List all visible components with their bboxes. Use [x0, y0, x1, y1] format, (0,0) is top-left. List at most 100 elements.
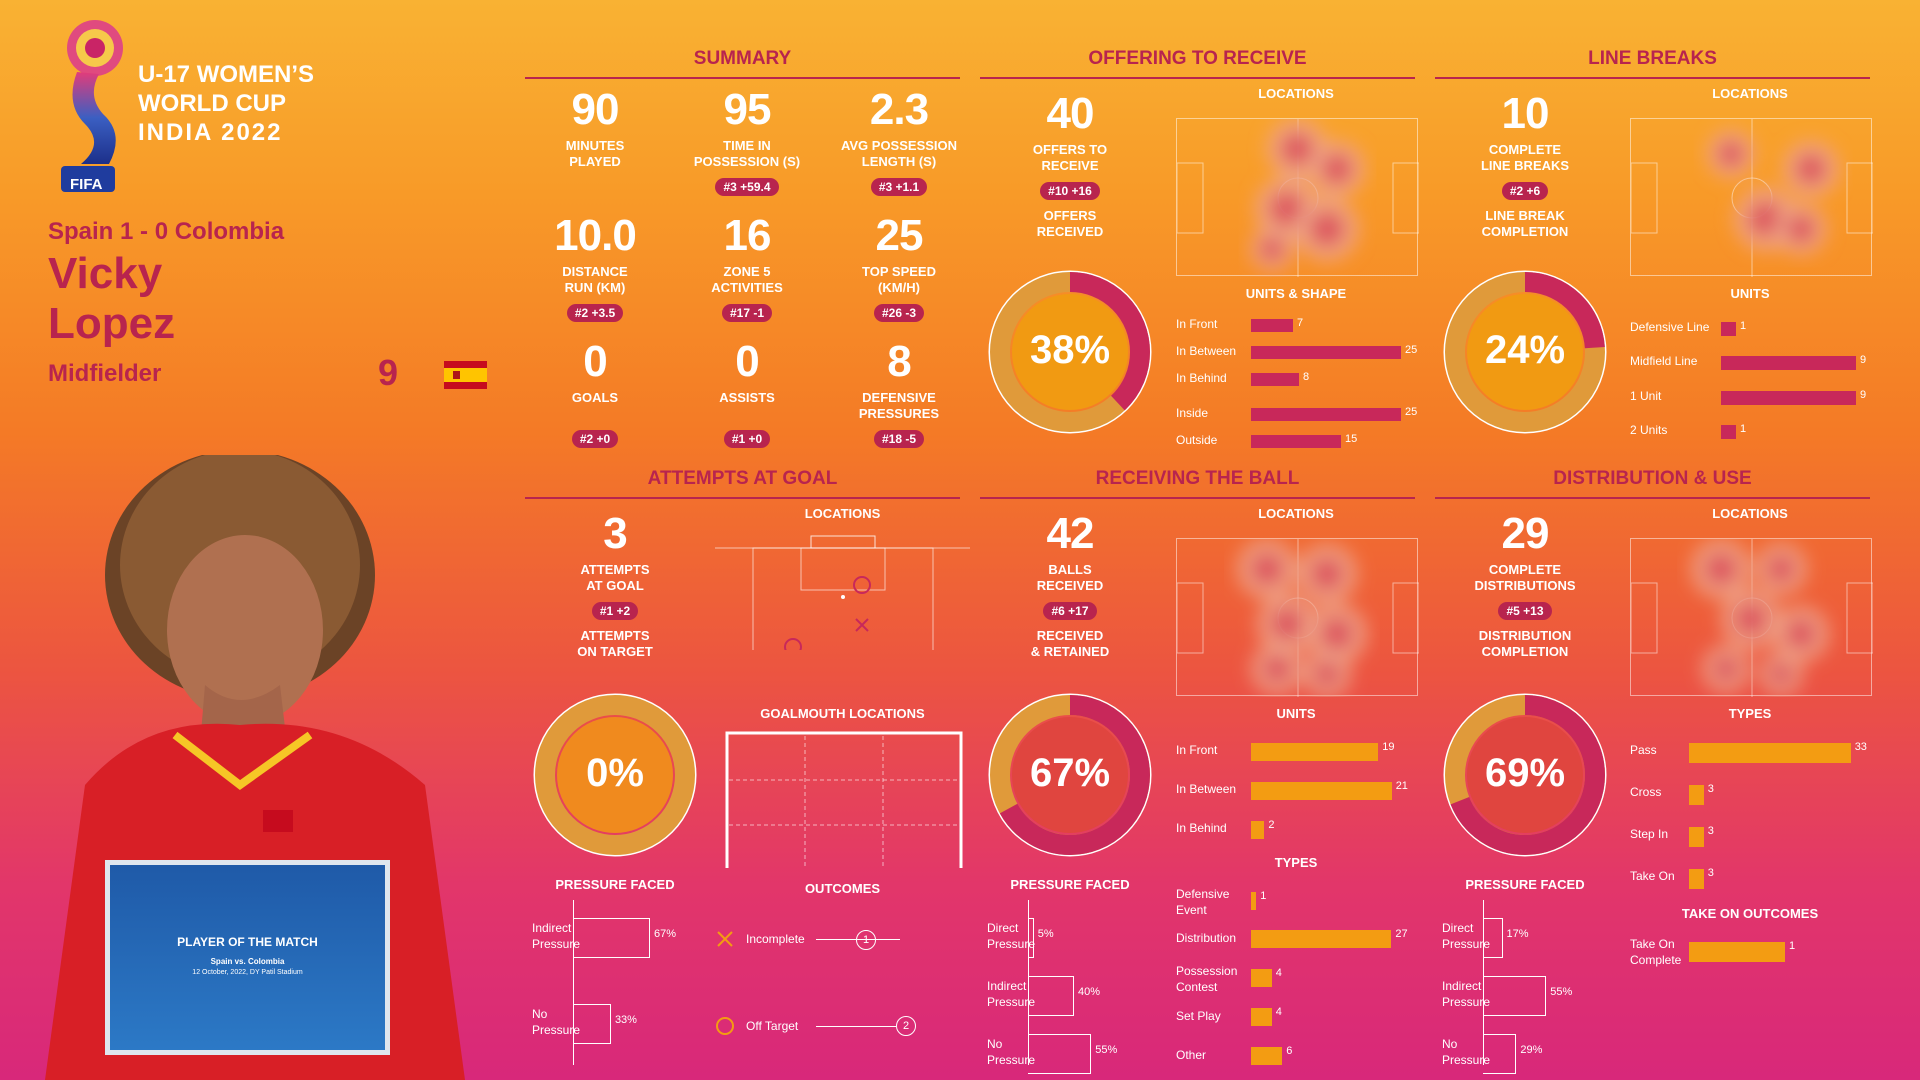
bar-value: 6: [1286, 1045, 1293, 1057]
distribution-types-title: TYPES: [1728, 706, 1772, 721]
pressure-row: Direct Pressure 17%: [1442, 918, 1625, 958]
bar-label: 1 Unit: [1630, 389, 1662, 403]
summary-stat-value: 0: [583, 337, 607, 386]
linebreaks-bar-chart: Defensive Line 1 Midfield Line 9 1 Unit 9 2 Un…: [1630, 312, 1880, 452]
pressure-row: Direct Pressure 5%: [987, 918, 1170, 958]
summary-stat-label1: TOP SPEED: [862, 264, 936, 279]
pressure-label1: No: [532, 1007, 548, 1021]
bar: [1251, 782, 1392, 800]
bar-label-line2: Contest: [1176, 980, 1218, 994]
card-subtitle: Spain vs. Colombia: [210, 957, 285, 966]
receiving-sub2: & RETAINED: [1030, 644, 1110, 659]
distribution-label2: DISTRIBUTIONS: [1474, 578, 1576, 593]
bar: [1251, 408, 1401, 421]
pressure-label2: Pressure: [987, 937, 1036, 951]
offering-units-title: UNITS & SHAPE: [1245, 286, 1347, 301]
attempts-label1: ATTEMPTS: [580, 562, 650, 577]
bar-row: Take On Complete 1: [1630, 937, 1880, 972]
summary-stat-label1: DISTANCE: [562, 264, 628, 279]
distribution-divider: [1435, 497, 1870, 499]
receiving-types-chart: Defensive Event 1 Distribution 27 Possession C…: [1176, 882, 1426, 1072]
summary-stat: 95 TIME IN POSSESSION (s) #3 +59.4: [677, 88, 817, 196]
distribution-rank: #5 +13: [1498, 602, 1552, 620]
receiving-divider: [980, 497, 1415, 499]
summary-stat-value: 8: [887, 337, 911, 386]
outcomes-chart: Incomplete 1 Off Target 2: [716, 930, 931, 1050]
bar-label: Defensive Line: [1630, 320, 1710, 334]
summary-stat-value: 2.3: [869, 85, 929, 134]
bar-value: 33: [1854, 741, 1867, 753]
summary-stat-label1: TIME IN: [723, 138, 771, 153]
bar-value: 25: [1405, 406, 1418, 418]
bar-value: 9: [1860, 354, 1867, 366]
bar-label: In Front: [1176, 317, 1218, 331]
bar-label: Pass: [1630, 743, 1657, 757]
shot-marker-incomplete: [855, 618, 869, 632]
card-title: PLAYER OF THE MATCH: [177, 935, 318, 949]
linebreaks-value: 10: [1501, 89, 1550, 138]
bar-value: 9: [1860, 389, 1867, 401]
summary-stat-rank: #2 +3.5: [566, 304, 624, 322]
bar-row: Step In 3: [1630, 825, 1880, 857]
receiving-label1: BALLS: [1048, 562, 1092, 577]
receiving-pressure-title: PRESSURE FACED: [1010, 877, 1130, 892]
offering-label2: RECEIVE: [1041, 158, 1099, 173]
pressure-label1: Indirect: [532, 921, 572, 935]
outcome-count-off-target: 2: [896, 1016, 916, 1036]
bar-row: Pass 33: [1630, 741, 1880, 773]
bar-row: In Behind 8: [1176, 371, 1426, 401]
bar-label-line1: Take On: [1630, 937, 1675, 951]
pressure-box: [1483, 976, 1547, 1016]
bar-value: 25: [1405, 344, 1418, 356]
bar-row: Inside 25: [1176, 406, 1426, 436]
summary-stat-value: 25: [875, 211, 924, 260]
summary-stat-rank: #3 +59.4: [715, 178, 779, 196]
summary-stat: 0 ASSISTS #1 +0: [677, 340, 817, 448]
bar-label: Take On: [1630, 869, 1675, 883]
bar: [1721, 425, 1736, 439]
offering-sub2: RECEIVED: [1036, 224, 1104, 239]
attempts-value: 3: [603, 509, 627, 558]
bar-label: In Between: [1176, 782, 1237, 796]
summary-title: SUMMARY: [693, 48, 792, 69]
pressure-label1: No: [987, 1037, 1003, 1051]
distribution-label1: COMPLETE: [1488, 562, 1562, 577]
bar-label-line1: Set Play: [1176, 1009, 1221, 1023]
goalmouth-map: [725, 731, 963, 868]
bar-value: 7: [1297, 317, 1304, 329]
summary-stat: 2.3 AVG POSSESSION LENGTH (s) #3 +1.1: [829, 88, 969, 196]
distribution-pressure-title: PRESSURE FACED: [1465, 877, 1585, 892]
card-date: 12 October, 2022, DY Patil Stadium: [192, 969, 303, 976]
match-result: Spain 1 - 0 Colombia: [48, 218, 285, 245]
pressure-label1: Direct: [1442, 921, 1474, 935]
receiving-label2: RECEIVED: [1036, 578, 1104, 593]
pressure-label2: Pressure: [1442, 995, 1491, 1009]
bar-label: Cross: [1630, 785, 1662, 799]
linebreaks-sub2: COMPLETION: [1481, 224, 1569, 239]
player-of-match-card: PLAYER OF THE MATCH Spain vs. Colombia 1…: [105, 860, 390, 1055]
distribution-types-chart: Pass 33 Cross 3 Step In 3 Take On 3: [1630, 738, 1880, 898]
pressure-box: [573, 918, 651, 958]
linebreaks-heatmap: [1630, 118, 1873, 277]
distribution-sub2: COMPLETION: [1481, 644, 1569, 659]
pressure-label2: Pressure: [1442, 937, 1491, 951]
bar-row: Defensive Line 1: [1630, 320, 1880, 350]
summary-stat-rank: #18 -5: [873, 430, 925, 448]
summary-stat-label2: RUN (KM): [564, 280, 626, 295]
offering-title: OFFERING TO RECEIVE: [1088, 48, 1307, 69]
attempts-pressure-title: PRESSURE FACED: [555, 877, 675, 892]
bar-label: In Behind: [1176, 821, 1227, 835]
linebreaks-rank: #2 +6: [1501, 182, 1549, 200]
bar-label: Midfield Line: [1630, 354, 1698, 368]
bar-row: Take On 3: [1630, 867, 1880, 899]
bar-row: Other 6: [1176, 1045, 1426, 1077]
donut-percent: 69%: [1484, 751, 1566, 795]
summary-stat: 0 GOALS #2 +0: [525, 340, 665, 448]
pressure-pct: 40%: [1078, 986, 1101, 998]
off-target-circle-icon: [716, 1017, 734, 1035]
attempts-label2: AT GOAL: [586, 578, 644, 593]
spain-flag-icon: [444, 361, 487, 389]
bar-row: In Front 19: [1176, 741, 1426, 773]
pressure-axis: [573, 900, 574, 1065]
bar: [1251, 743, 1379, 761]
